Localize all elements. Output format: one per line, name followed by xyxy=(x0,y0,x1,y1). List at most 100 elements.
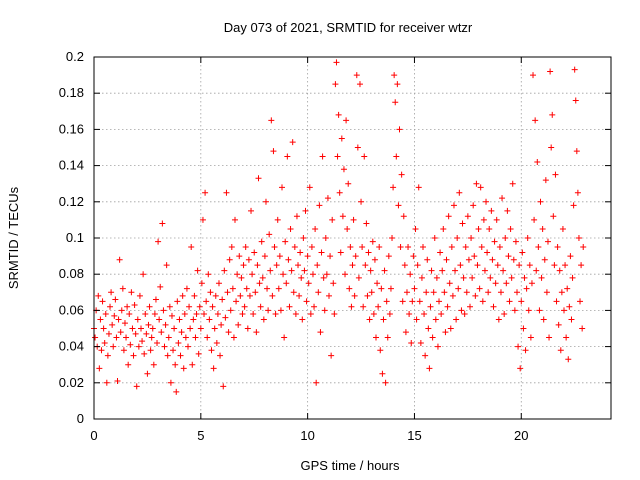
data-point xyxy=(578,262,585,269)
data-point xyxy=(174,298,181,305)
data-point xyxy=(258,238,265,245)
data-point xyxy=(346,285,353,292)
data-point xyxy=(210,365,217,372)
data-point xyxy=(233,298,240,305)
data-point xyxy=(558,289,565,296)
data-point xyxy=(182,334,189,341)
data-point xyxy=(413,316,420,323)
data-point xyxy=(176,316,183,323)
y-tick-label: 0.1 xyxy=(66,230,84,245)
data-point xyxy=(468,235,475,241)
data-point xyxy=(269,292,276,299)
data-point xyxy=(541,256,548,263)
data-point xyxy=(367,267,374,274)
data-point xyxy=(448,244,455,251)
data-point xyxy=(316,202,323,209)
data-point xyxy=(202,189,209,196)
data-point xyxy=(267,267,274,274)
data-point xyxy=(197,325,204,332)
data-point xyxy=(461,311,468,318)
data-point xyxy=(455,285,462,292)
data-point xyxy=(527,334,534,341)
data-point xyxy=(556,267,563,274)
data-point xyxy=(407,271,414,278)
data-point xyxy=(315,289,322,296)
data-point xyxy=(274,216,281,223)
data-point xyxy=(467,303,473,310)
data-point xyxy=(343,117,350,124)
y-tick-label: 0.12 xyxy=(59,194,84,209)
data-point xyxy=(552,171,559,178)
data-point xyxy=(416,298,423,305)
data-point xyxy=(113,334,120,341)
data-point xyxy=(429,334,436,341)
data-point xyxy=(338,135,345,142)
data-point xyxy=(473,180,480,187)
data-point xyxy=(157,283,164,290)
data-point xyxy=(531,216,538,223)
data-point xyxy=(203,298,210,305)
data-point xyxy=(262,198,269,205)
data-point xyxy=(227,307,234,314)
x-tick-label: 10 xyxy=(300,428,314,443)
data-point xyxy=(160,307,167,314)
data-point xyxy=(194,267,201,274)
data-point xyxy=(331,311,338,318)
data-point xyxy=(121,320,128,327)
data-point xyxy=(272,311,279,318)
data-point xyxy=(195,350,202,357)
data-point xyxy=(504,207,511,214)
data-point xyxy=(135,343,142,350)
data-point xyxy=(514,289,520,296)
data-point xyxy=(539,225,546,232)
data-point xyxy=(505,253,512,260)
data-point xyxy=(175,339,182,346)
data-point xyxy=(376,244,383,251)
data-point xyxy=(199,216,206,223)
data-point xyxy=(289,139,296,146)
data-point xyxy=(320,274,327,281)
data-point xyxy=(100,325,107,332)
data-point xyxy=(523,285,530,292)
data-point xyxy=(201,311,208,318)
data-point xyxy=(443,256,450,263)
data-point xyxy=(409,298,416,305)
data-point xyxy=(298,274,305,281)
data-point xyxy=(540,316,547,323)
data-point xyxy=(520,325,527,332)
data-point xyxy=(327,253,334,260)
data-point xyxy=(253,329,260,336)
data-point xyxy=(284,153,291,160)
data-point xyxy=(318,249,325,256)
data-point xyxy=(543,289,550,296)
data-point xyxy=(453,316,460,323)
data-point xyxy=(568,316,575,323)
data-point xyxy=(270,148,277,155)
data-point xyxy=(563,334,570,341)
data-point xyxy=(109,321,116,328)
data-point xyxy=(383,298,390,305)
data-point xyxy=(303,298,310,305)
data-point xyxy=(487,274,494,281)
data-point xyxy=(381,267,388,274)
data-point xyxy=(129,325,136,332)
data-point xyxy=(163,262,170,269)
data-point xyxy=(128,289,135,296)
data-point xyxy=(125,361,132,368)
data-point xyxy=(242,244,249,251)
data-point xyxy=(414,262,421,269)
data-point xyxy=(393,153,400,160)
data-point xyxy=(434,343,441,350)
data-point xyxy=(158,329,165,336)
data-point xyxy=(339,213,346,220)
data-point xyxy=(342,271,349,278)
data-point xyxy=(111,312,118,319)
data-point xyxy=(507,225,514,232)
data-point xyxy=(190,316,197,323)
data-point xyxy=(191,292,198,299)
data-point xyxy=(337,249,344,256)
data-point xyxy=(398,171,405,178)
data-point xyxy=(304,253,311,260)
y-tick-label: 0.18 xyxy=(59,85,84,100)
data-point xyxy=(491,238,498,245)
